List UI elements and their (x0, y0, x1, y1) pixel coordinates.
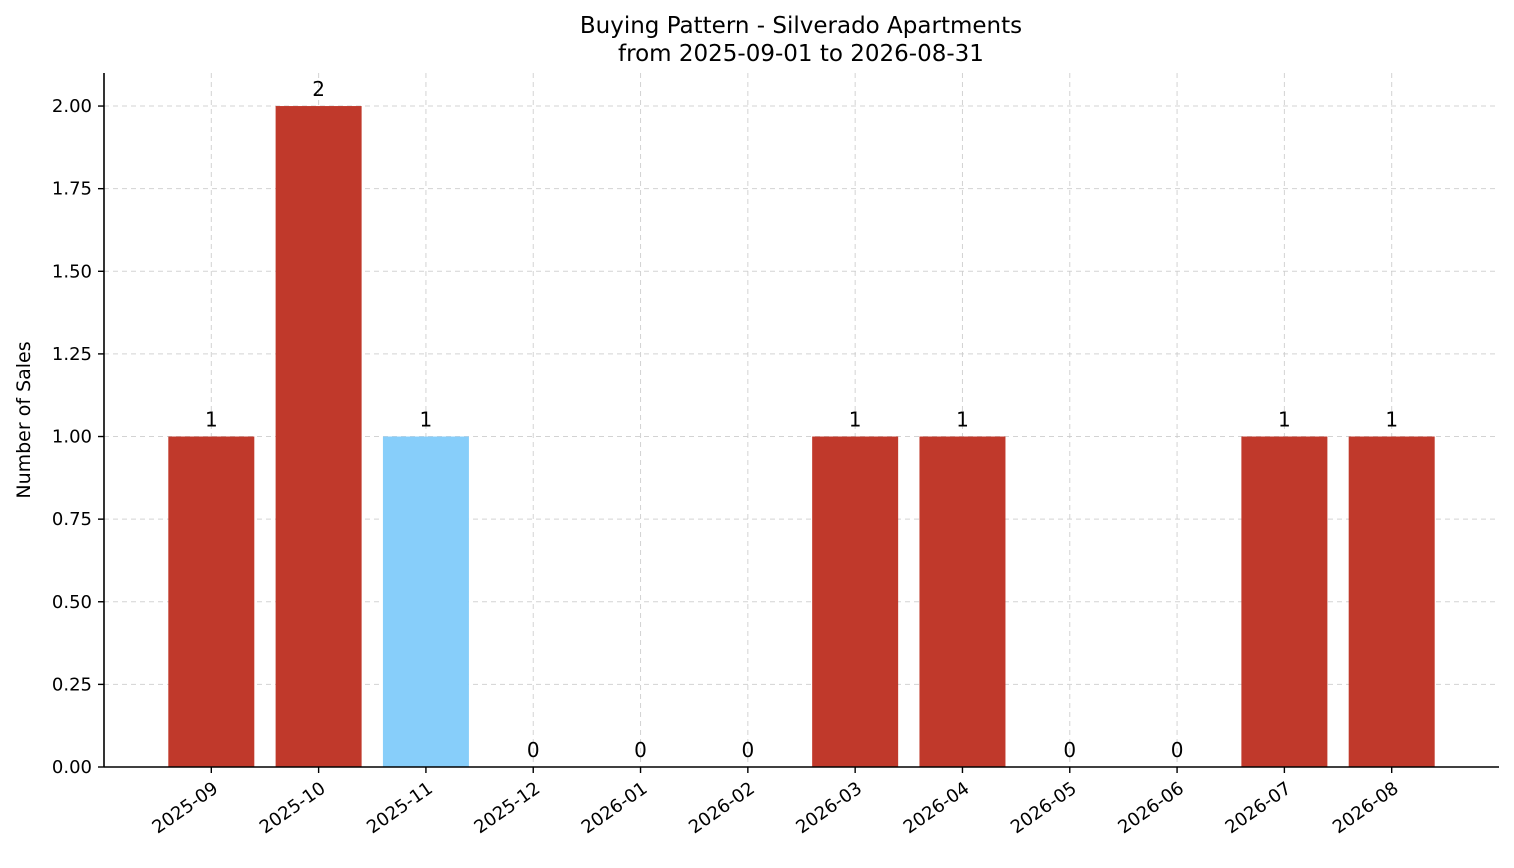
x-tick-label-2025-11: 2025-11 (363, 778, 437, 838)
bar-2025-11 (382, 436, 469, 767)
x-tick-label-2026-07: 2026-07 (1222, 778, 1296, 838)
data-label-layer: 1 2 1 0 0 0 1 1 0 0 1 1 (205, 77, 1398, 762)
y-axis-label: Number of Sales (13, 341, 35, 498)
bar-2026-04 (919, 436, 1006, 767)
data-label-2026-01: 0 (634, 738, 647, 762)
data-label-2026-06: 0 (1171, 738, 1184, 762)
y-tick-label-6: 1.50 (52, 261, 92, 282)
bar-2025-09 (168, 436, 255, 767)
bar-2026-08 (1348, 436, 1435, 767)
data-label-2026-07: 1 (1278, 408, 1291, 432)
y-tick-label-5: 1.25 (52, 344, 92, 365)
chart-title: Buying Pattern - Silverado Apartments (580, 13, 1022, 39)
x-tick-label-2026-01: 2026-01 (578, 778, 652, 838)
bar-2025-10 (275, 106, 362, 768)
y-tick-label-3: 0.75 (52, 509, 92, 530)
data-label-2026-03: 1 (849, 408, 862, 432)
data-label-2025-10: 2 (312, 77, 325, 101)
y-tick-label-8: 2.00 (52, 96, 92, 117)
data-label-2026-04: 1 (956, 408, 969, 432)
y-axis: 0.00 0.25 0.50 0.75 1.00 1.25 1.50 1.75 2.00 (52, 73, 105, 778)
x-tick-label-2026-02: 2026-02 (685, 778, 759, 838)
data-label-2025-09: 1 (205, 408, 218, 432)
x-tick-label-2025-12: 2025-12 (470, 778, 544, 838)
data-label-2026-05: 0 (1063, 738, 1076, 762)
x-tick-label-2026-06: 2026-06 (1114, 778, 1188, 838)
y-tick-label-0: 0.00 (52, 757, 92, 778)
data-label-2026-08: 1 (1385, 408, 1398, 432)
bar-2026-07 (1241, 436, 1328, 767)
y-tick-label-1: 0.25 (52, 674, 92, 695)
x-tick-label-2026-03: 2026-03 (792, 778, 866, 838)
x-axis: 2025-09 2025-10 2025-11 2025-12 2026-01 2026-… (104, 766, 1499, 838)
bar-layer (168, 106, 1435, 768)
y-tick-label-7: 1.75 (52, 179, 92, 200)
x-tick-label-2025-10: 2025-10 (256, 778, 330, 838)
x-tick-label-2026-05: 2026-05 (1007, 778, 1081, 838)
bar-2026-03 (812, 436, 899, 767)
data-label-2025-12: 0 (527, 738, 540, 762)
y-tick-label-2: 0.50 (52, 592, 92, 613)
x-tick-label-2026-08: 2026-08 (1329, 778, 1403, 838)
data-label-2025-11: 1 (420, 408, 433, 432)
x-tick-label-2025-09: 2025-09 (149, 778, 223, 838)
data-label-2026-02: 0 (741, 738, 754, 762)
chart-subtitle: from 2025-09-01 to 2026-08-31 (618, 41, 984, 67)
y-tick-label-4: 1.00 (52, 427, 92, 448)
x-tick-label-2026-04: 2026-04 (900, 778, 974, 838)
